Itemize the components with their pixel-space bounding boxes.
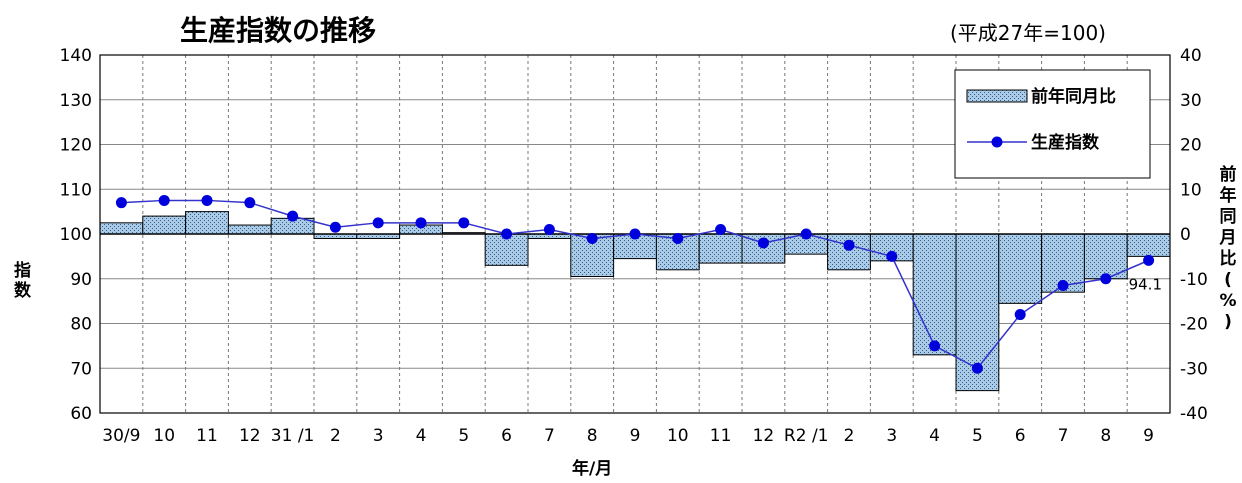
- bar: [827, 233, 871, 271]
- data-label: 94.1: [1129, 275, 1162, 293]
- y-tick-label-left: 90: [70, 270, 92, 290]
- x-tick-label: 8: [587, 426, 598, 446]
- x-axis-label: 年/月: [572, 458, 612, 479]
- data-point: [415, 217, 427, 229]
- x-tick-label: 4: [416, 426, 427, 446]
- y-tick-label-left: 60: [70, 404, 92, 424]
- x-tick-label: 6: [501, 426, 512, 446]
- x-tick-label: 12: [239, 426, 261, 446]
- x-tick-label: 8: [1100, 426, 1111, 446]
- chart-subtitle: (平成27年=100): [950, 21, 1106, 45]
- x-tick-label: 4: [929, 426, 940, 446]
- y-tick-label-left: 130: [60, 91, 92, 111]
- y-tick-label-right: 30: [1180, 91, 1202, 111]
- x-tick-label: 7: [544, 426, 555, 446]
- bar: [227, 224, 272, 235]
- y-tick-label-right: -40: [1180, 404, 1208, 424]
- bar: [99, 222, 144, 235]
- x-tick-label: 3: [886, 426, 897, 446]
- data-point: [244, 197, 256, 209]
- y-tick-label-right: 40: [1180, 46, 1202, 66]
- y-tick-label-right: -10: [1180, 270, 1208, 290]
- y-tick-label-right: 0: [1180, 225, 1191, 245]
- x-tick-label: 2: [844, 426, 855, 446]
- legend-box: [954, 69, 1151, 179]
- x-tick-label: 9: [630, 426, 641, 446]
- line-series: 94.1: [115, 194, 1162, 374]
- x-tick-label: 9: [1143, 426, 1154, 446]
- y-tick-label-right: -30: [1180, 359, 1208, 379]
- y-axis-right-label: 前年同月比(%): [1219, 164, 1237, 332]
- data-point: [929, 340, 941, 352]
- y-tick-label-left: 140: [60, 46, 92, 66]
- plot-frame: [99, 54, 1171, 414]
- data-point: [501, 228, 513, 240]
- data-point: [372, 217, 384, 229]
- x-tick-label: 5: [458, 426, 469, 446]
- x-tick-label: 6: [1015, 426, 1026, 446]
- bar: [998, 233, 1043, 304]
- data-point: [757, 237, 769, 249]
- bar-series: [99, 211, 1171, 392]
- data-point: [458, 217, 470, 229]
- bar: [142, 215, 187, 235]
- legend-swatch-bar: [966, 89, 1028, 103]
- x-tick-label: 2: [330, 426, 341, 446]
- data-point: [1100, 273, 1112, 285]
- x-tick-label: 31 /1: [271, 426, 315, 446]
- x-tick-label: 3: [373, 426, 384, 446]
- data-point: [715, 224, 727, 236]
- data-point: [329, 221, 341, 233]
- data-point: [115, 197, 127, 209]
- x-tick-label: 7: [1058, 426, 1069, 446]
- data-point: [1014, 309, 1026, 321]
- y-tick-label-left: 110: [60, 180, 92, 200]
- chart-title: 生産指数の推移: [180, 14, 376, 47]
- x-tick-label: 12: [753, 426, 775, 446]
- y-tick-label-right: -20: [1180, 315, 1208, 335]
- legend-swatch-marker: [991, 136, 1003, 148]
- data-point: [158, 194, 170, 206]
- bar: [912, 233, 957, 356]
- data-point: [586, 232, 598, 244]
- y-tick-label-right: 10: [1180, 180, 1202, 200]
- y-tick-label-left: 70: [70, 359, 92, 379]
- bar: [1126, 233, 1171, 257]
- x-tick-label: 10: [153, 426, 175, 446]
- data-point: [543, 224, 555, 236]
- y-axis-left-label: 指数: [14, 260, 32, 301]
- data-point: [287, 210, 299, 222]
- y-tick-label-left: 120: [60, 136, 92, 156]
- bar: [185, 211, 229, 235]
- y-tick-label-left: 100: [60, 225, 92, 245]
- y-tick-label-left: 80: [70, 315, 92, 335]
- data-point: [843, 239, 855, 251]
- data-point: [886, 250, 898, 262]
- x-tick-label: 5: [972, 426, 983, 446]
- data-point: [629, 228, 641, 240]
- x-tick-label: 10: [667, 426, 689, 446]
- x-tick-label: 11: [710, 426, 732, 446]
- x-tick-label: 11: [196, 426, 218, 446]
- bar: [698, 233, 743, 264]
- legend-label-line: 生産指数: [1031, 132, 1100, 153]
- x-tick-label: R2 /1: [784, 426, 829, 446]
- legend-label-bar: 前年同月比: [1031, 86, 1116, 107]
- data-point: [672, 232, 684, 244]
- data-point: [971, 362, 983, 374]
- data-point: [201, 194, 213, 206]
- y-tick-label-right: 20: [1180, 136, 1202, 156]
- x-tick-label: 30/9: [102, 426, 140, 446]
- data-point: [1143, 254, 1155, 266]
- data-point: [1057, 279, 1069, 291]
- data-point: [800, 228, 812, 240]
